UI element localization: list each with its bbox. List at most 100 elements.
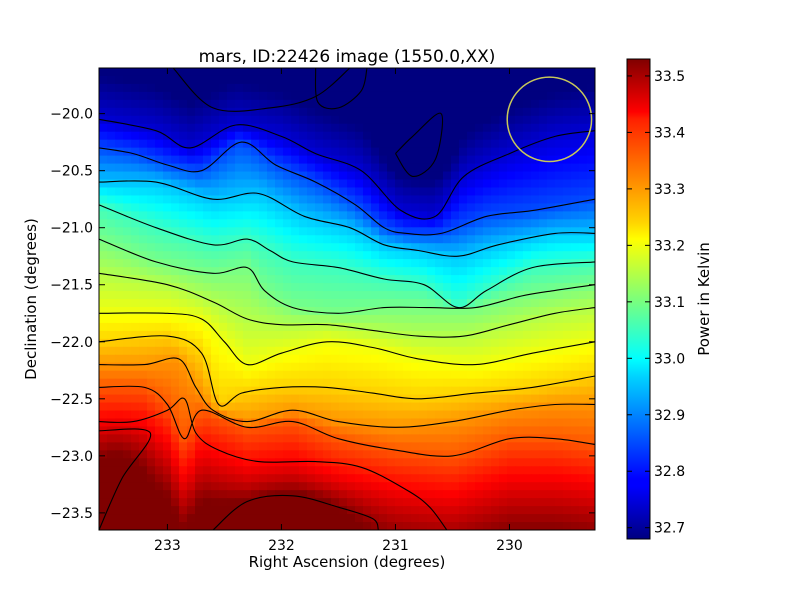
heatmap-cell [523, 123, 532, 133]
heatmap-cell [379, 450, 388, 459]
heatmap-cell [163, 474, 172, 483]
heatmap-cell [475, 283, 484, 292]
heatmap-cell [307, 163, 316, 173]
heatmap-cell [259, 115, 268, 125]
heatmap-cell [259, 378, 268, 388]
heatmap-cell [491, 514, 500, 523]
heatmap-cell [443, 490, 452, 499]
heatmap-cell [203, 354, 212, 364]
heatmap-cell [499, 171, 508, 181]
heatmap-cell [299, 163, 308, 173]
heatmap-cell [435, 490, 444, 499]
heatmap-cell [123, 442, 132, 451]
heatmap-cell [171, 490, 180, 499]
heatmap-cell [99, 434, 108, 443]
heatmap-cell [427, 522, 436, 530]
heatmap-cell [427, 514, 436, 523]
heatmap-cell [187, 155, 196, 165]
heatmap-cell [299, 243, 308, 252]
heatmap-cell [299, 123, 308, 133]
heatmap-cell [491, 147, 500, 157]
heatmap-cell [443, 259, 452, 268]
heatmap-cell [483, 147, 492, 157]
heatmap-cell [571, 179, 580, 189]
heatmap-cell [331, 466, 340, 475]
heatmap-cell [355, 490, 364, 499]
heatmap-cell [523, 243, 532, 252]
heatmap-cell [243, 195, 252, 205]
heatmap-cell [211, 474, 220, 483]
heatmap-cell [395, 338, 404, 348]
heatmap-cell [427, 91, 436, 101]
heatmap-cell [411, 434, 420, 443]
heatmap-cell [587, 330, 595, 340]
heatmap-cell [507, 219, 516, 228]
heatmap-cell [163, 203, 172, 212]
heatmap-cell [563, 394, 572, 404]
heatmap-cell [531, 370, 540, 380]
heatmap-cell [547, 68, 556, 77]
heatmap-cell [211, 498, 220, 507]
heatmap-cell [307, 235, 316, 244]
heatmap-cell [419, 474, 428, 483]
heatmap-cell [283, 155, 292, 165]
heatmap-cell [379, 147, 388, 157]
heatmap-cell [131, 75, 140, 85]
heatmap-cell [179, 299, 188, 308]
heatmap-cell [187, 275, 196, 284]
heatmap-cell [547, 259, 556, 268]
heatmap-cell [403, 322, 412, 332]
heatmap-cell [387, 474, 396, 483]
heatmap-cell [323, 179, 332, 189]
heatmap-cell [115, 498, 124, 507]
heatmap-cell [155, 314, 164, 324]
heatmap-cell [211, 251, 220, 260]
heatmap-cell [339, 267, 348, 276]
heatmap-cell [171, 187, 180, 197]
heatmap-cell [579, 402, 588, 412]
heatmap-cell [347, 275, 356, 284]
heatmap-cell [491, 402, 500, 412]
heatmap-cell [499, 211, 508, 220]
heatmap-cell [483, 155, 492, 165]
heatmap-cell [275, 267, 284, 276]
heatmap-cell [371, 474, 380, 483]
heatmap-cell [403, 410, 412, 420]
y-axis-ticks: −20.0−20.5−21.0−21.5−22.0−22.5−23.0−23.5 [50, 107, 595, 522]
heatmap-cell [427, 235, 436, 244]
heatmap-cell [299, 474, 308, 483]
x-tick-label: 231 [382, 538, 409, 554]
heatmap-cell [331, 386, 340, 396]
heatmap-cell [499, 99, 508, 109]
heatmap-cell [315, 211, 324, 220]
heatmap-cell [515, 275, 524, 284]
heatmap-cell [563, 235, 572, 244]
heatmap-cell [259, 402, 268, 412]
heatmap-cell [99, 171, 108, 181]
heatmap-cell [283, 386, 292, 396]
heatmap-cell [467, 227, 476, 236]
heatmap-cell [491, 458, 500, 467]
heatmap-cell [283, 83, 292, 93]
heatmap-cell [507, 346, 516, 356]
heatmap-cell [147, 410, 156, 420]
heatmap-cell [587, 466, 595, 475]
heatmap-cell [523, 235, 532, 244]
heatmap-cell [115, 490, 124, 499]
heatmap-cell [387, 402, 396, 412]
heatmap-cell [179, 179, 188, 189]
heatmap-cell [99, 251, 108, 260]
heatmap-cell [251, 235, 260, 244]
heatmap-cell [203, 283, 212, 292]
heatmap-cell [387, 251, 396, 260]
heatmap-cell [483, 474, 492, 483]
heatmap-cell [267, 338, 276, 348]
heatmap-cell [371, 163, 380, 173]
heatmap-cell [539, 498, 548, 507]
heatmap-cell [467, 354, 476, 364]
heatmap-cell [419, 68, 428, 77]
heatmap-cell [547, 354, 556, 364]
heatmap-cell [523, 107, 532, 117]
heatmap-cell [379, 522, 388, 530]
heatmap-cell [355, 211, 364, 220]
